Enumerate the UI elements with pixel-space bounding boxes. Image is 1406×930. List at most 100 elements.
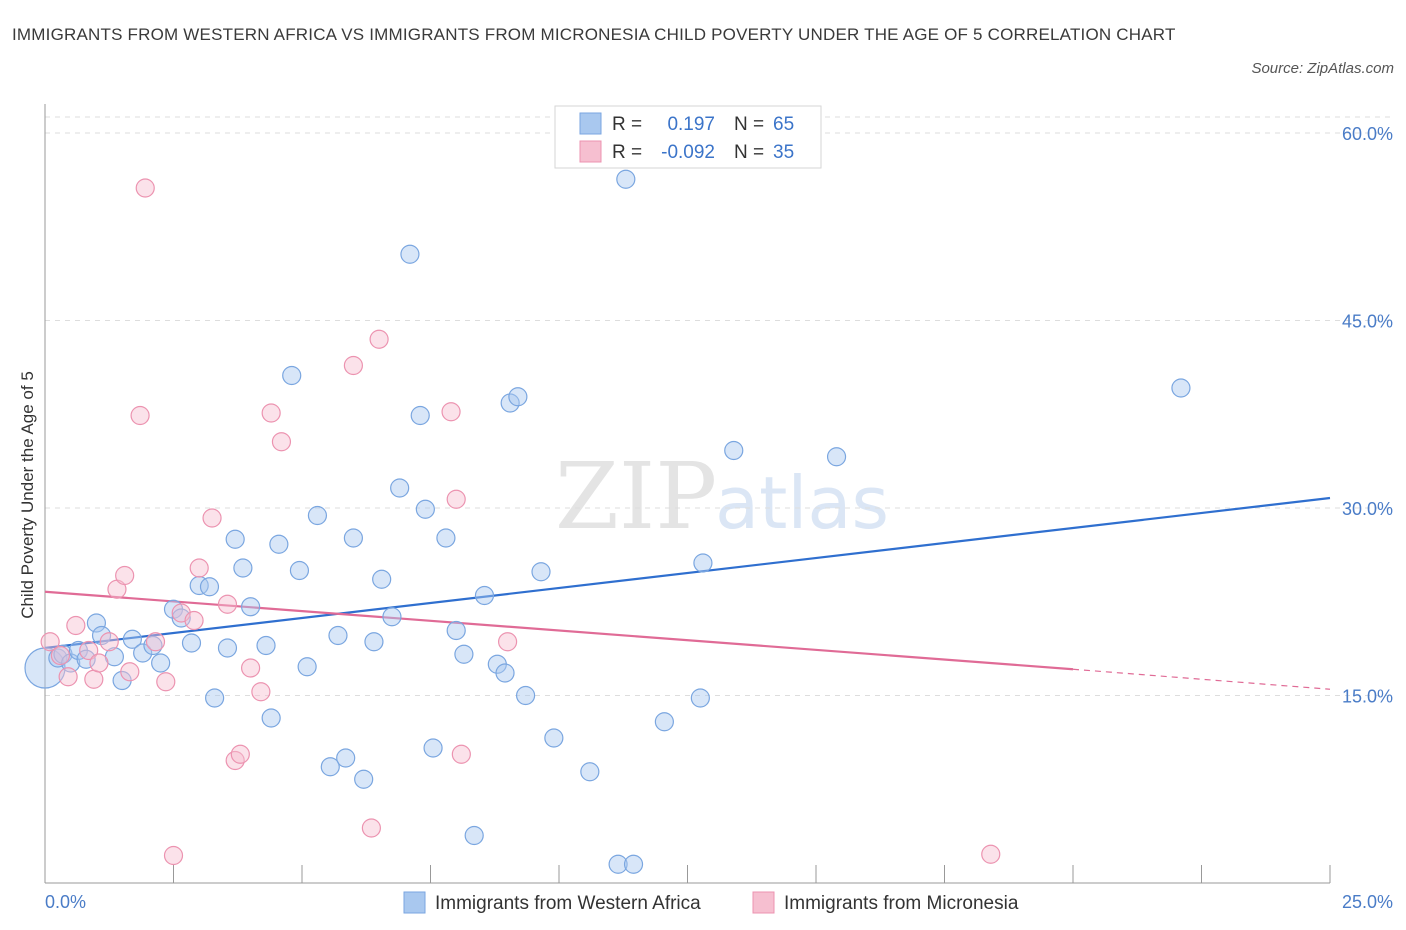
- x-tick-label-0: 0.0%: [45, 892, 86, 912]
- series1-point-54: [531, 562, 551, 582]
- bottom-legend-label-western-africa: Immigrants from Western Africa: [435, 893, 701, 914]
- x-tick-label-1: 25.0%: [1342, 892, 1393, 912]
- legend-swatch-micronesia: [579, 140, 602, 163]
- y-tick-label-0: 15.0%: [1342, 687, 1393, 707]
- series2-point-7: [99, 632, 119, 652]
- series1-point-46: [454, 644, 474, 664]
- watermark-zip: ZIP: [555, 443, 717, 550]
- series2-point-14: [156, 672, 176, 692]
- series1-point-32: [328, 625, 348, 646]
- series1-point-21: [225, 529, 245, 549]
- legend-r-label-2: R =: [612, 142, 642, 163]
- top-legend: R = 0.197 N = 65 R = -0.092 N = 35: [554, 105, 822, 169]
- series2-point-33: [498, 632, 518, 652]
- series2-point-34: [981, 844, 1001, 864]
- series2-point-9: [115, 565, 135, 586]
- series1-point-50: [495, 663, 515, 683]
- legend-r-value-1: 0.197: [667, 114, 715, 135]
- series1-point-45: [446, 620, 466, 641]
- legend-r-value-2: -0.092: [661, 142, 715, 163]
- series1-point-30: [307, 505, 328, 526]
- series2-point-3: [66, 615, 86, 636]
- series2-point-13: [145, 632, 166, 652]
- series1-point-28: [289, 560, 310, 581]
- trend-lines: [44, 496, 1331, 690]
- series1-point-16: [181, 633, 202, 653]
- series1-point-61: [690, 688, 710, 708]
- series1-point-24: [256, 635, 276, 656]
- series1-point-52: [508, 387, 528, 407]
- series1-point-35: [354, 769, 374, 789]
- series1-point-22: [233, 558, 253, 578]
- legend-n-label-1: N =: [734, 114, 764, 135]
- series2-point-2: [58, 667, 78, 687]
- legend-n-label-2: N =: [734, 142, 764, 163]
- series1-point-6: [86, 613, 107, 633]
- series1-point-59: [623, 854, 644, 874]
- series1-point-29: [297, 657, 317, 677]
- legend-n-value-1: 65: [773, 114, 794, 135]
- series2-point-29: [369, 329, 389, 349]
- series1-point-11: [133, 643, 153, 663]
- legend-r-label-1: R =: [612, 114, 642, 135]
- axes: [44, 104, 1331, 884]
- series1-point-41: [410, 405, 430, 426]
- series2-point-25: [261, 403, 281, 423]
- series2-point-4: [79, 640, 99, 661]
- series2-point-18: [189, 558, 209, 578]
- series2-point-1: [50, 645, 71, 666]
- series1-point-27: [282, 365, 302, 386]
- series2-point-20: [217, 594, 238, 614]
- series2-point-23: [241, 658, 261, 678]
- series2-point-21: [225, 750, 245, 771]
- series1-point-64: [826, 447, 847, 467]
- series1-point-65: [1171, 378, 1191, 398]
- series2-point-10: [120, 662, 140, 682]
- series1-point-53: [515, 685, 536, 706]
- series2-point-30: [441, 402, 461, 422]
- series2-point-28: [361, 818, 381, 838]
- series2-point-0: [40, 632, 60, 652]
- data-points: [24, 169, 1191, 874]
- series1-point-25: [261, 708, 281, 728]
- chart-title: IMMIGRANTS FROM WESTERN AFRICA VS IMMIGR…: [12, 25, 1176, 44]
- bottom-legend-swatch-western-africa: [403, 891, 426, 914]
- series1-point-51: [500, 393, 520, 413]
- bottom-legend-label-micronesia: Immigrants from Micronesia: [784, 893, 1019, 914]
- series1-point-18: [199, 577, 220, 597]
- series1-point-43: [423, 738, 443, 758]
- series2-point-15: [163, 845, 184, 866]
- series2-point-11: [130, 405, 150, 426]
- series1-point-58: [616, 169, 636, 189]
- y-tick-label-1: 30.0%: [1342, 499, 1393, 519]
- series2-point-12: [135, 178, 155, 198]
- chart-source: Source: ZipAtlas.com: [1251, 60, 1394, 77]
- series1-point-31: [320, 757, 340, 777]
- series1-point-48: [474, 585, 495, 606]
- series1-point-34: [343, 528, 363, 548]
- series1-point-38: [382, 607, 402, 627]
- series2-point-17: [184, 610, 204, 631]
- series1-point-60: [654, 712, 674, 732]
- y-axis-label: Child Poverty Under the Age of 5: [18, 371, 37, 619]
- series1-point-7: [91, 625, 112, 646]
- series2-point-6: [89, 653, 109, 673]
- series1-point-62: [693, 553, 713, 573]
- series1-point-10: [122, 629, 142, 649]
- series1-point-57: [608, 854, 628, 874]
- series1-point-63: [724, 440, 744, 461]
- trend-line-series2: [44, 590, 1074, 671]
- series1-point-20: [217, 638, 238, 658]
- series1-point-19: [205, 688, 225, 708]
- series1-point-44: [436, 528, 456, 548]
- legend-swatch-western-africa: [579, 112, 602, 135]
- bottom-legend-swatch-micronesia: [752, 891, 775, 914]
- trend-line-series1: [44, 496, 1331, 650]
- series2-point-27: [343, 355, 363, 376]
- series1-point-47: [464, 825, 484, 846]
- series2-point-31: [446, 489, 466, 509]
- series1-point-1: [48, 648, 68, 668]
- series2-point-32: [451, 744, 471, 764]
- legend-n-value-2: 35: [773, 142, 794, 163]
